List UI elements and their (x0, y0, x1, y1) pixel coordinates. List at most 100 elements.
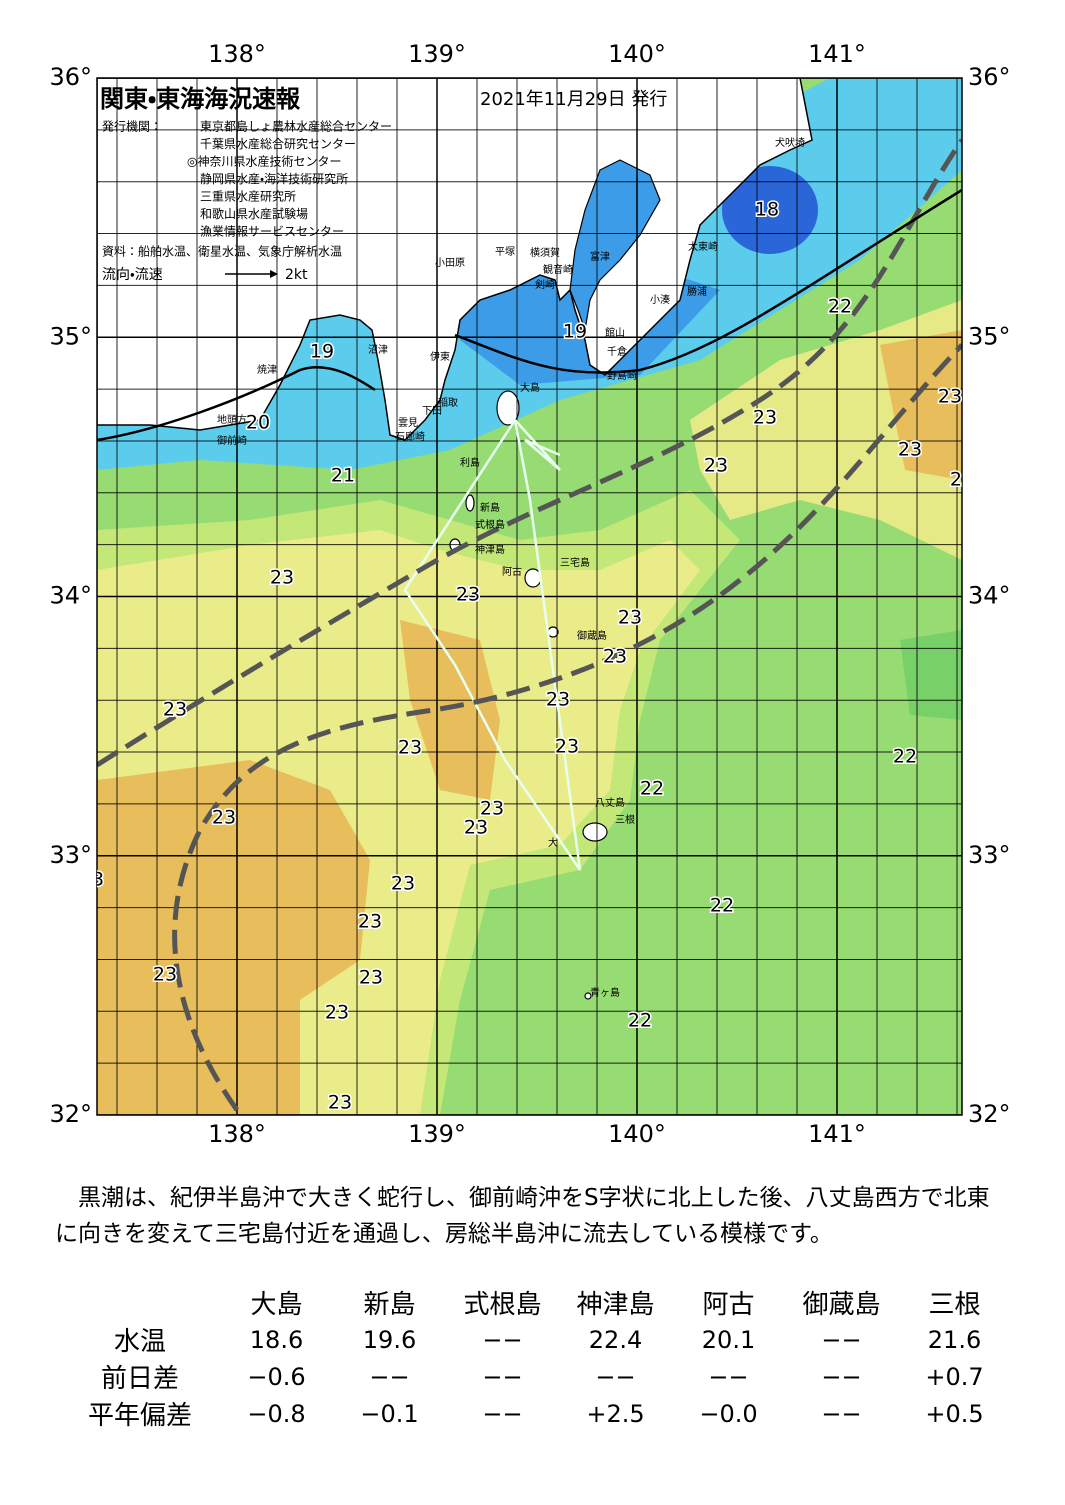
cell: 18.6 (249, 1325, 304, 1354)
legend-label: 流向・流速 (102, 267, 163, 283)
cell: −− (482, 1399, 523, 1428)
island (582, 822, 608, 842)
isotherm-lines (97, 188, 962, 442)
place-name: 平塚 (495, 246, 515, 258)
lon-label: 139° (408, 40, 466, 68)
isotherm-label: 23 (359, 967, 383, 989)
lon-label: 138° (208, 40, 266, 68)
lat-label: 33° (49, 841, 92, 869)
column-header: 阿古 (702, 1290, 755, 1320)
isotherm-label: 23 (753, 407, 777, 429)
column-header: 御蔵島 (802, 1290, 881, 1320)
cell: −− (821, 1325, 862, 1354)
isotherm-label: 22 (893, 746, 917, 768)
place-name: 犬吠埼 (775, 136, 805, 149)
cell: −− (482, 1362, 523, 1391)
isotherm-label: 23 (480, 798, 504, 820)
source: 資料：船舶水温、衛星水温、気象庁解析水温 (102, 244, 342, 259)
isotherm-label: 18 (755, 199, 779, 221)
place-name: 沼津 (368, 343, 388, 356)
row-header: 平年偏差 (87, 1401, 192, 1431)
place-name: 太東崎 (688, 240, 718, 253)
publisher: 三重県水産研究所 (200, 190, 296, 204)
isotherm-label: 23 (270, 567, 294, 589)
island (465, 494, 475, 512)
row-header: 水温 (113, 1327, 166, 1357)
cell: −− (708, 1362, 749, 1391)
column-header: 神津島 (576, 1290, 655, 1320)
publisher: 和歌山県水産試験場 (200, 206, 308, 221)
place-name: 小田原 (435, 257, 465, 269)
map: 138° 138° 139° 139° 140° 140° 141° 141° 36° 36° 35… (49, 40, 1010, 1148)
column-header: 三根 (928, 1290, 981, 1320)
cell: −0.0 (699, 1399, 758, 1428)
place-name: 御蔵島 (577, 629, 607, 642)
place-name: 利島 (460, 456, 480, 469)
legend-scale: 2kt (285, 267, 308, 283)
isotherm-label: 22 (628, 1010, 652, 1032)
publisher-label: 発行機関： (102, 120, 162, 134)
place-name: 大 (548, 836, 558, 849)
column-header: 新島 (363, 1290, 416, 1320)
isotherm-label: 23 (618, 607, 642, 629)
place-name: 新島 (480, 501, 500, 514)
table-row: 平年偏差 −0.8 −0.1 −− +2.5 −0.0 −− +0.5 (60, 1395, 1011, 1432)
place-name: 雲見 (398, 417, 418, 429)
sea-orange (400, 620, 500, 800)
lon-label: 140° (608, 1120, 666, 1148)
isotherm-label: 23 (456, 584, 480, 606)
place-name: 千倉 (607, 346, 627, 358)
place-name: 大島 (520, 381, 540, 394)
column-header: 式根島 (463, 1290, 542, 1320)
cell: −− (595, 1362, 636, 1391)
place-name: 富津 (590, 250, 610, 263)
column-header: 大島 (250, 1290, 303, 1320)
cell: −− (482, 1325, 523, 1354)
isotherm-label: 19 (563, 321, 587, 343)
place-name: 横須賀 (530, 246, 560, 259)
table-body: 水温 18.6 19.6 −− 22.4 20.1 −− 21.6 前日差 −0.6 −− −− −− −… (60, 1321, 1011, 1432)
cell: +0.5 (925, 1399, 984, 1428)
place-name: 神津島 (475, 543, 505, 556)
corner (60, 1284, 220, 1321)
cell: +2.5 (586, 1399, 645, 1428)
isotherm-label: 23 (704, 455, 728, 477)
publisher: 静岡県水産・海洋技術研究所 (200, 171, 348, 186)
place-name: 式根島 (475, 518, 505, 531)
ship-track (403, 419, 582, 871)
place-name: 観音崎 (543, 263, 573, 276)
lat-label: 32° (968, 1100, 1011, 1128)
kuroshio (97, 138, 962, 1112)
cell: −0.6 (247, 1362, 306, 1391)
lat-label: 33° (968, 841, 1011, 869)
cell: −− (369, 1362, 410, 1391)
isotherm-line (97, 366, 376, 442)
publisher: 千葉県水産総合研究センター (200, 136, 356, 151)
sea-temperature (97, 78, 962, 1115)
isotherm-label: 23 (603, 646, 627, 668)
isotherm-label: 22 (640, 778, 664, 800)
labels: 18 19 19 20 21 22 23 23 23 23 23 23 23 23 23 23 23 23 23 22… (97, 136, 962, 1115)
place-name: 稲取 (438, 397, 458, 409)
kuroshio-path (172, 343, 962, 1112)
ticks: 138° 138° 139° 139° 140° 140° 141° 141° 36° 36° 35… (49, 40, 1010, 1148)
table-row: 前日差 −0.6 −− −− −− −− −− +0.7 (60, 1358, 1011, 1395)
isotherm-label: 23 (464, 817, 488, 839)
place-name: 八丈島 (595, 796, 625, 809)
isotherm-label: 23 (153, 964, 177, 986)
lon-label: 141° (808, 1120, 866, 1148)
ship-tracks (403, 419, 582, 871)
isotherm-label: 23 (898, 439, 922, 461)
isotherm-label: 23 (555, 736, 579, 758)
place-name: 三宅島 (560, 556, 590, 569)
isotherm-label: 22 (710, 895, 734, 917)
header: 関東・東海海況速報 2021年11月29日 発行 発行機関： 東京都島しょ農林水… (100, 85, 667, 283)
publisher: ◎神奈川県水産技術センター (187, 154, 341, 169)
isotherm-label: 23 (328, 1092, 352, 1114)
lat-label: 34° (968, 582, 1011, 610)
ship-track (514, 419, 561, 471)
isotherm-label: 23 (163, 699, 187, 721)
isotherm-labels: 18 19 19 20 21 22 23 23 23 23 23 23 23 23 23 23 23 23 23 22… (97, 197, 962, 1115)
isotherm-label: 23 (358, 911, 382, 933)
grid (97, 78, 962, 1115)
